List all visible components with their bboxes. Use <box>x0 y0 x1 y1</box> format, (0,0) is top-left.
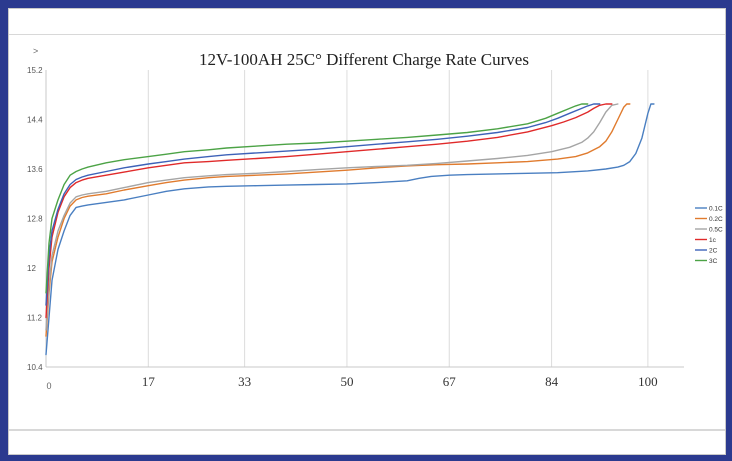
x-tick-label: 50 <box>340 374 353 389</box>
y-tick-label: 10.4 <box>27 363 43 372</box>
series-line-1c <box>45 103 613 319</box>
top-divider <box>9 34 725 35</box>
x-tick-labels: 17 33 50 67 84 100 <box>142 374 658 389</box>
series-lines <box>45 103 655 356</box>
origin-label: 0 <box>46 381 51 391</box>
grid-lines <box>147 70 649 367</box>
series-line-0-2c <box>45 103 631 337</box>
y-tick-label: 13.6 <box>27 165 43 174</box>
series-line-2c <box>45 103 601 306</box>
y-tick-label: 15.2 <box>27 66 43 75</box>
series-line-0-5c <box>45 103 619 331</box>
axes <box>45 70 684 368</box>
series-line-0-1c <box>45 103 655 356</box>
chart-frame: > 12V-100AH 25C° Different Charge Rate C… <box>8 8 726 455</box>
legend-label: 2C <box>709 247 718 254</box>
bottom-divider <box>9 429 725 431</box>
legend-label: 0.1C <box>709 205 723 212</box>
y-tick-label: 14.4 <box>27 116 43 125</box>
x-tick-label: 33 <box>238 374 251 389</box>
legend-label: 0.5C <box>709 226 723 233</box>
legend: 0.1C 0.2C 0.5C 1c 2C 3C <box>695 205 723 265</box>
chart-title: 12V-100AH 25C° Different Charge Rate Cur… <box>199 50 529 69</box>
y-tick-label: 12.8 <box>27 215 43 224</box>
x-tick-label: 100 <box>638 374 658 389</box>
y-tick-labels: 15.2 14.4 13.6 12.8 12 11.2 10.4 <box>27 66 43 372</box>
x-tick-label: 17 <box>142 374 156 389</box>
legend-label: 1c <box>709 237 717 244</box>
corner-mark: > <box>33 46 38 56</box>
y-tick-label: 12 <box>27 264 36 273</box>
charge-rate-chart: > 12V-100AH 25C° Different Charge Rate C… <box>27 46 723 391</box>
x-tick-label: 84 <box>545 374 559 389</box>
legend-label: 0.2C <box>709 216 723 223</box>
y-tick-label: 11.2 <box>27 314 43 323</box>
legend-label: 3C <box>709 258 718 265</box>
x-tick-label: 67 <box>443 374 457 389</box>
series-line-3c <box>45 103 589 294</box>
